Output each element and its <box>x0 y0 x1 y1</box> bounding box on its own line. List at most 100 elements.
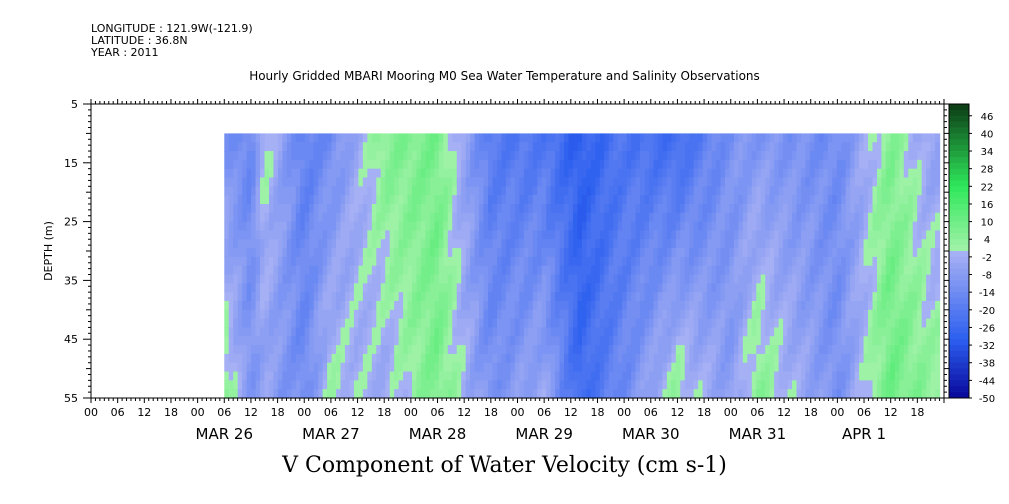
heatmap-cell <box>644 309 650 320</box>
heatmap-cell <box>599 133 605 143</box>
heatmap-cell <box>590 195 596 205</box>
heatmap-cell <box>881 168 887 179</box>
heatmap-cell <box>389 177 395 187</box>
heatmap-cell <box>809 142 815 152</box>
heatmap-cell <box>255 371 261 381</box>
heatmap-cell <box>577 239 583 249</box>
heatmap-cell <box>282 274 288 284</box>
heatmap-cell <box>532 133 538 143</box>
heatmap-cell <box>514 230 520 240</box>
heatmap-cell <box>304 186 310 196</box>
heatmap-cell <box>653 345 659 355</box>
heatmap-cell <box>353 283 359 293</box>
heatmap-cell <box>751 300 757 311</box>
heatmap-cell <box>644 151 650 161</box>
heatmap-cell <box>845 309 851 320</box>
heatmap-cell <box>309 159 315 170</box>
heatmap-cell <box>590 362 596 373</box>
heatmap-cell <box>331 177 337 187</box>
heatmap-cell <box>814 353 820 364</box>
heatmap-cell <box>577 318 583 329</box>
heatmap-cell <box>528 230 534 240</box>
heatmap-cell <box>349 248 355 258</box>
heatmap-cell <box>626 345 632 355</box>
heatmap-cell <box>394 195 400 205</box>
heatmap-cell <box>626 159 632 170</box>
heatmap-cell <box>474 265 480 276</box>
heatmap-cell <box>505 300 511 311</box>
heatmap-cell <box>349 151 355 161</box>
heatmap-cell <box>680 371 686 381</box>
heatmap-cell <box>277 195 283 205</box>
heatmap-cell <box>519 256 525 267</box>
heatmap-cell <box>881 230 887 240</box>
heatmap-cell <box>903 256 909 267</box>
heatmap-cell <box>626 248 632 258</box>
heatmap-cell <box>635 142 641 152</box>
heatmap-cell <box>277 345 283 355</box>
heatmap-cell <box>505 292 511 302</box>
heatmap-cell <box>572 230 579 240</box>
heatmap-cell <box>420 168 427 179</box>
heatmap-cell <box>930 177 936 187</box>
heatmap-cell <box>845 168 851 179</box>
heatmap-cell <box>903 309 909 320</box>
heatmap-cell <box>224 142 230 152</box>
heatmap-cell <box>917 239 923 249</box>
heatmap-cell <box>246 292 252 302</box>
heatmap-cell <box>809 159 815 170</box>
heatmap-cell <box>313 353 319 364</box>
heatmap-cell <box>233 353 239 364</box>
heatmap-cell <box>523 230 529 240</box>
heatmap-cell <box>523 345 529 355</box>
heatmap-cell <box>912 168 918 179</box>
heatmap-cell <box>733 265 739 276</box>
heatmap-cell <box>640 186 646 196</box>
heatmap-cell <box>443 283 449 293</box>
heatmap-cell <box>242 221 248 232</box>
heatmap-cell <box>662 133 668 143</box>
heatmap-cell <box>443 212 449 223</box>
heatmap-cell <box>313 221 319 232</box>
heatmap-cell <box>894 142 900 152</box>
heatmap-cell <box>832 274 838 284</box>
heatmap-cell <box>738 142 744 152</box>
heatmap-cell <box>608 212 614 223</box>
heatmap-cell <box>912 256 918 267</box>
heatmap-cell <box>559 177 565 187</box>
heatmap-cell <box>581 159 587 170</box>
heatmap-cell <box>890 177 896 187</box>
heatmap-cell <box>854 318 860 329</box>
heatmap-cell <box>729 212 735 223</box>
heatmap-cell <box>841 371 847 381</box>
heatmap-cell <box>657 151 663 161</box>
heatmap-cell <box>903 389 909 399</box>
heatmap-cell <box>470 142 476 152</box>
heatmap-cell <box>666 283 672 293</box>
heatmap-cell <box>903 300 909 311</box>
heatmap-cell <box>277 248 283 258</box>
heatmap-cell <box>568 265 574 276</box>
heatmap-cell <box>228 195 234 205</box>
heatmap-cell <box>716 168 722 179</box>
heatmap-cell <box>251 195 257 205</box>
heatmap-cell <box>488 186 494 196</box>
heatmap-cell <box>501 133 507 143</box>
heatmap-cell <box>707 336 713 346</box>
heatmap-cell <box>823 256 829 267</box>
heatmap-cell <box>371 142 377 152</box>
heatmap-cell <box>863 336 869 346</box>
heatmap-cell <box>823 177 829 187</box>
heatmap-cell <box>260 221 266 232</box>
heatmap-cell <box>850 380 856 390</box>
heatmap-cell <box>917 159 923 170</box>
heatmap-cell <box>523 371 529 381</box>
heatmap-cell <box>917 248 923 258</box>
heatmap-cell <box>863 265 869 276</box>
heatmap-cell <box>331 168 337 179</box>
heatmap-cell <box>246 203 252 214</box>
heatmap-cell <box>742 195 748 205</box>
heatmap-cell <box>814 195 820 205</box>
heatmap-cell <box>662 265 668 276</box>
heatmap-cell <box>309 230 315 240</box>
